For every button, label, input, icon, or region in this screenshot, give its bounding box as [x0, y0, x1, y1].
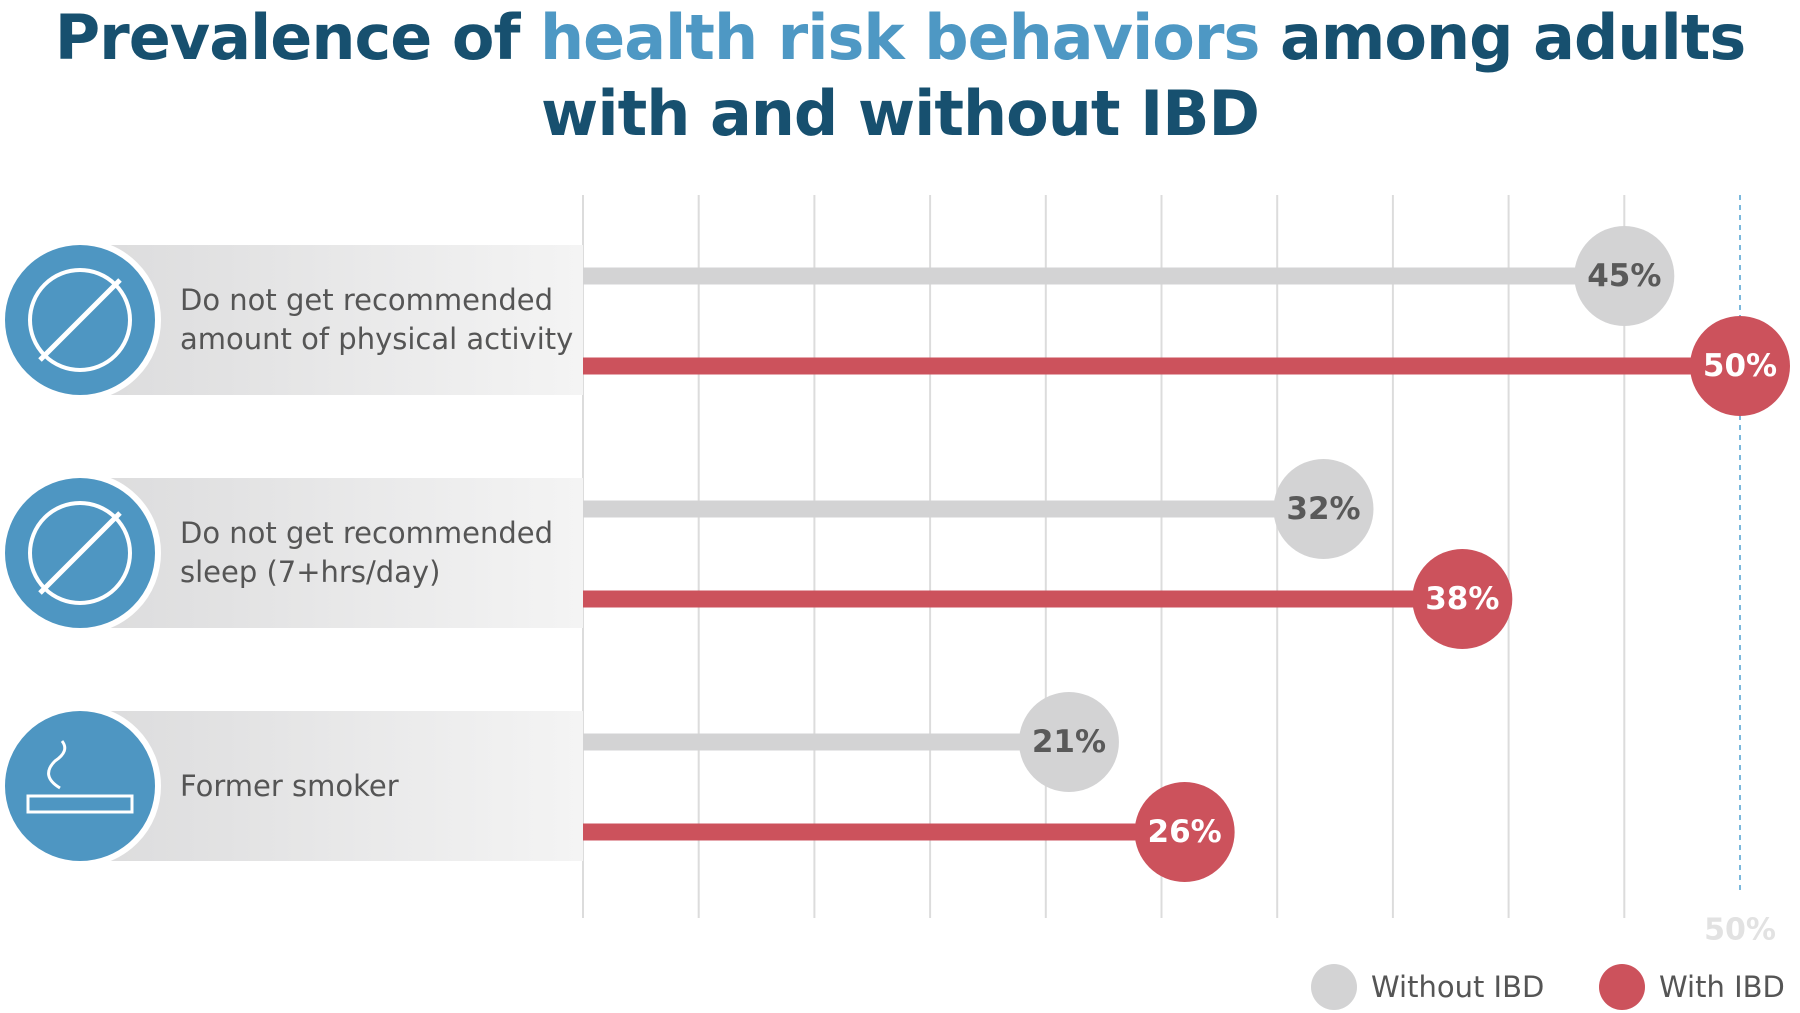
- title-part: Prevalence of: [54, 1, 521, 74]
- icon-cig: [26, 794, 134, 814]
- x-tick-label: 50%: [1704, 913, 1776, 948]
- value-label: 50%: [1703, 348, 1777, 384]
- value-label: 32%: [1286, 491, 1360, 527]
- lollipop-head: [1018, 692, 1119, 792]
- lollipop-head: [1574, 226, 1675, 326]
- category-panel: [100, 245, 583, 395]
- legend-swatch: [1311, 964, 1357, 1010]
- category-panel: [100, 478, 583, 628]
- legend-label: With IBD: [1659, 970, 1785, 1004]
- value-label: 45%: [1587, 258, 1661, 294]
- lollipop-head: [1690, 316, 1790, 416]
- category-label: Former smoker: [180, 768, 399, 803]
- icon-ring: [28, 501, 132, 605]
- lollipop-head: [1412, 549, 1513, 649]
- title-part: among adults with and without IBD: [541, 1, 1746, 150]
- value-label: 21%: [1032, 724, 1106, 760]
- icon-smoke: [47, 740, 67, 790]
- chart-title: Prevalence of health risk behaviors amon…: [0, 0, 1800, 152]
- category-label: Do not get recommended sleep (7+hrs/day): [180, 516, 554, 589]
- category-label: Do not get recommended amount of physica…: [180, 283, 574, 356]
- legend-label: Without IBD: [1371, 970, 1544, 1004]
- legend-swatch: [1599, 964, 1645, 1010]
- title-part: health risk behaviors: [540, 1, 1260, 74]
- icon-slash: [38, 511, 122, 595]
- icon-slash: [38, 278, 122, 362]
- icon-ring: [28, 268, 132, 372]
- lollipop-head: [1273, 459, 1374, 559]
- category-icon: [0, 705, 161, 867]
- category-panel: [100, 711, 583, 861]
- value-label: 26%: [1148, 814, 1222, 850]
- value-label: 38%: [1425, 581, 1499, 617]
- lollipop-head: [1134, 782, 1235, 882]
